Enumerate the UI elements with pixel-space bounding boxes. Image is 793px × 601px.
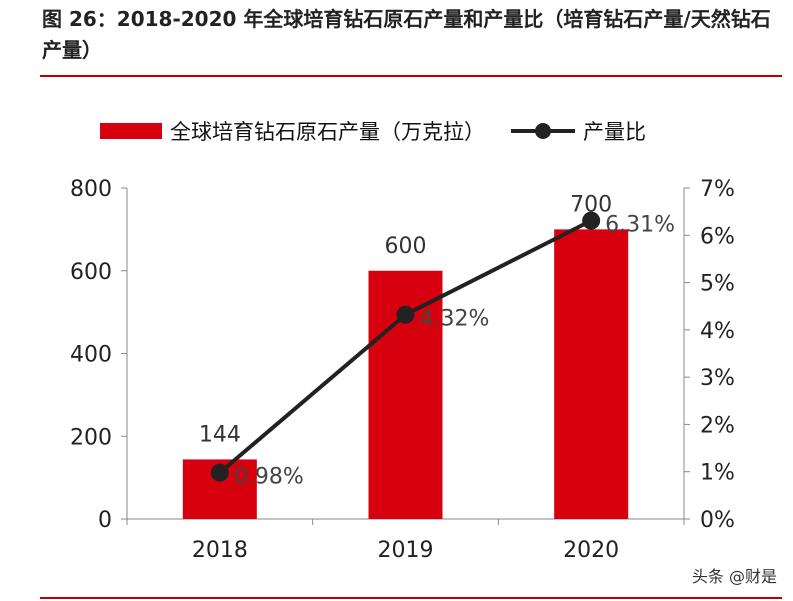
ratio-point: [582, 211, 601, 230]
left-tick-label: 600: [70, 260, 112, 285]
right-tick-label: 0%: [700, 508, 735, 533]
title-divider: [40, 75, 782, 77]
left-tick-label: 0: [98, 508, 112, 533]
left-tick-label: 200: [70, 425, 112, 450]
x-tick-label: 2020: [563, 538, 619, 563]
legend-label-ratio: 产量比: [583, 120, 646, 144]
ratio-value-label: 0.98%: [234, 465, 304, 490]
x-tick-label: 2018: [192, 538, 248, 563]
chart-title: 图 26：2018-2020 年全球培育钻石原石产量和产量比（培育钻石产量/天然…: [42, 7, 771, 62]
legend-line-swatch: [511, 123, 575, 139]
legend-item-production: 全球培育钻石原石产量（万克拉）: [100, 116, 485, 146]
right-tick-label: 2%: [700, 413, 735, 438]
left-tick-label: 400: [70, 343, 112, 368]
x-tick-label: 2019: [378, 538, 434, 563]
legend-bar-swatch: [100, 123, 162, 139]
ratio-point: [396, 305, 415, 324]
legend-label-production: 全球培育钻石原石产量（万克拉）: [170, 120, 485, 144]
right-tick-label: 5%: [700, 272, 735, 297]
bar-value-label: 600: [385, 234, 427, 259]
left-tick-label: 800: [70, 177, 112, 202]
right-tick-label: 3%: [700, 366, 735, 391]
right-tick-label: 1%: [700, 461, 735, 486]
ratio-value-label: 4.32%: [420, 307, 490, 332]
ratio-value-label: 6.31%: [605, 213, 675, 238]
right-tick-label: 4%: [700, 319, 735, 344]
bottom-divider: [40, 597, 782, 599]
right-tick-label: 6%: [700, 224, 735, 249]
watermark: 头条 @财是: [691, 567, 777, 586]
legend-item-ratio: 产量比: [511, 116, 646, 146]
chart-legend: 全球培育钻石原石产量（万克拉） 产量比: [100, 116, 672, 146]
bar-production: [554, 229, 629, 519]
bar-value-label: 144: [199, 422, 241, 447]
ratio-point: [210, 463, 229, 482]
right-tick-label: 7%: [700, 177, 735, 202]
